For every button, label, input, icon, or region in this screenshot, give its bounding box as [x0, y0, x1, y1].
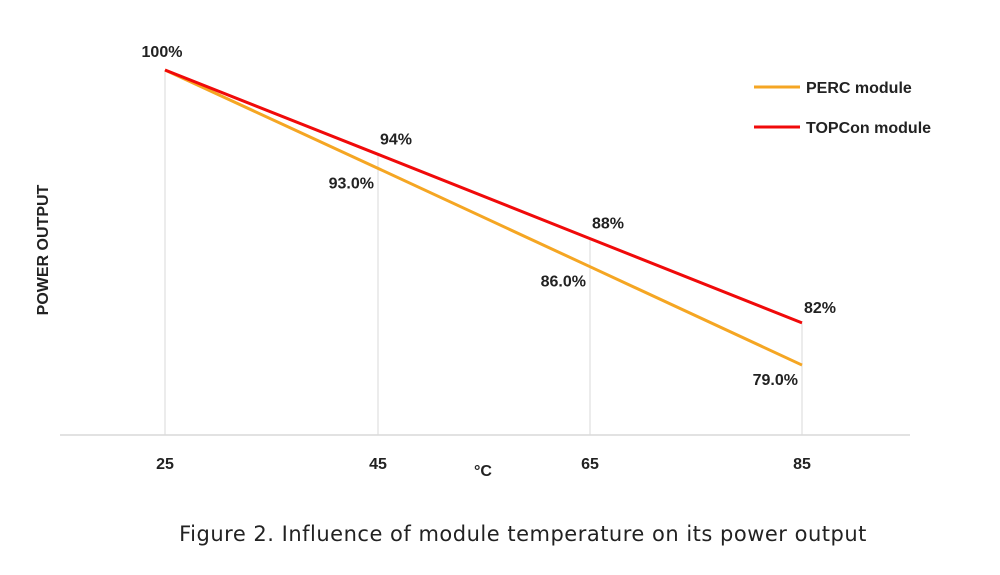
figure-caption: Figure 2. Influence of module temperatur…: [179, 522, 867, 546]
data-label-topcon: 88%: [592, 216, 624, 233]
x-tick-label: 85: [793, 456, 811, 473]
series-line-topcon: [164, 68, 803, 325]
data-label-perc: 86.0%: [541, 274, 586, 291]
legend-label: PERC module: [806, 80, 912, 97]
x-tick-label: 25: [156, 456, 174, 473]
data-label-topcon: 94%: [380, 131, 412, 148]
y-axis-label: POWER OUTPUT: [35, 184, 52, 315]
legend-label: TOPCon module: [806, 120, 931, 137]
x-tick-label: 45: [369, 456, 387, 473]
x-tick-label: 65: [581, 456, 599, 473]
series-line-perc: [164, 68, 803, 367]
data-label-topcon: 82%: [804, 300, 836, 317]
data-label-perc: 93.0%: [329, 175, 374, 192]
x-axis-label: °C: [474, 463, 492, 480]
data-label-topcon: 100%: [142, 44, 183, 61]
data-label-perc: 79.0%: [753, 372, 798, 389]
